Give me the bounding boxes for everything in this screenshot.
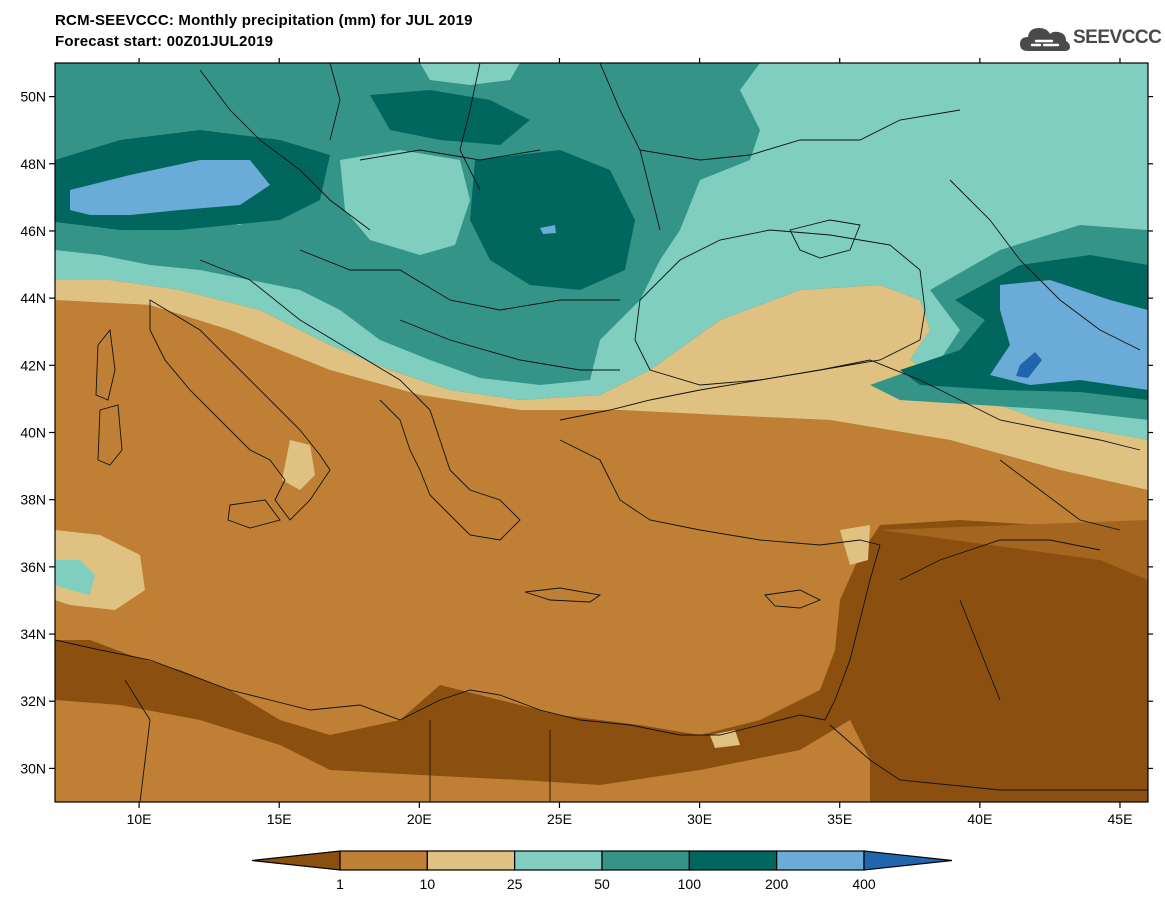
lon-tick-label: 35E — [827, 811, 852, 827]
cloud-icon — [1020, 28, 1070, 51]
colorbar-label: 50 — [594, 876, 610, 892]
precipitation-field — [55, 63, 1148, 802]
colorbar-swatch — [514, 850, 603, 871]
colorbar-upper-triangle — [863, 850, 953, 871]
colorbar-label: 400 — [852, 876, 876, 892]
colorbar-label: 1 — [336, 876, 344, 892]
colorbar-swatch — [776, 850, 865, 871]
lat-tick-label: 42N — [20, 357, 46, 373]
colorbar-label: 10 — [420, 876, 436, 892]
lat-tick-label: 50N — [20, 89, 46, 105]
colorbar-swatch — [426, 850, 516, 871]
forecast-start-label: Forecast start: 00Z01JUL2019 — [55, 33, 274, 50]
colorbar-swatch — [601, 850, 690, 871]
lon-tick-label: 25E — [547, 811, 572, 827]
lon-tick-label: 30E — [687, 811, 712, 827]
lat-tick-label: 36N — [20, 559, 46, 575]
lat-tick-label: 32N — [20, 693, 46, 709]
colorbar-label: 25 — [507, 876, 523, 892]
colorbar-lower-triangle — [251, 850, 341, 871]
lon-tick-label: 40E — [967, 811, 992, 827]
lon-tick-label: 45E — [1108, 811, 1133, 827]
longitude-axis: 10E 15E 20E 25E 30E 35E 40E 45E — [127, 58, 1133, 827]
coastline-borders — [55, 63, 1148, 802]
lon-tick-label: 15E — [267, 811, 292, 827]
colorbar-swatch — [339, 850, 428, 871]
map-title: RCM-SEEVCCC: Monthly precipitation (mm) … — [55, 12, 473, 29]
lat-tick-label: 46N — [20, 223, 46, 239]
lon-tick-label: 20E — [407, 811, 432, 827]
lat-tick-label: 48N — [20, 156, 46, 172]
latitude-axis: 50N 48N 46N 44N 42N 40N 38N 36N 34N 32N 30N — [20, 89, 1153, 776]
lat-tick-label: 40N — [20, 425, 46, 441]
colorbar: 1 10 25 50 100 200 400 — [251, 850, 953, 892]
colorbar-label: 100 — [678, 876, 702, 892]
lat-tick-label: 30N — [20, 760, 46, 776]
lon-tick-label: 10E — [127, 811, 152, 827]
seevccc-logo: SEEVCCC — [1018, 21, 1162, 57]
lat-tick-label: 34N — [20, 626, 46, 642]
lat-tick-label: 44N — [20, 290, 46, 306]
lat-tick-label: 38N — [20, 492, 46, 508]
logo-text: SEEVCCC — [1073, 27, 1162, 48]
colorbar-label: 200 — [765, 876, 789, 892]
colorbar-swatch — [688, 850, 778, 871]
